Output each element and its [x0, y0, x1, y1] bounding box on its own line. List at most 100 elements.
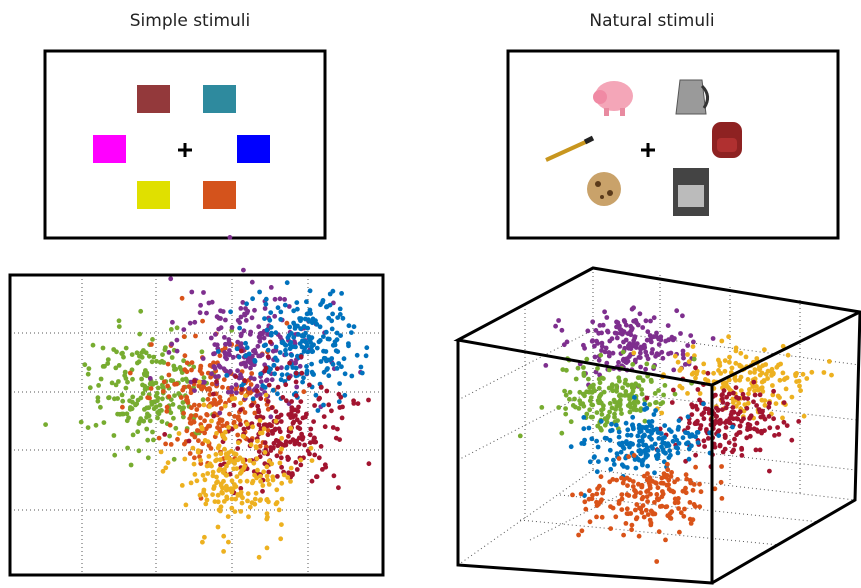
scatter-dot — [632, 395, 637, 400]
scatter-dot — [637, 311, 643, 317]
scatter-dot — [296, 435, 302, 441]
scatter-dot — [151, 406, 157, 412]
scatter-dot — [599, 344, 605, 349]
scatter-dot — [741, 395, 747, 401]
scatter-dot — [701, 361, 707, 367]
scatter-dot — [168, 442, 174, 447]
scatter-dot — [750, 384, 756, 389]
scatter-dot — [169, 341, 175, 347]
scatter-dot — [660, 355, 666, 361]
scatter-dot — [301, 375, 306, 381]
scatter-dot — [238, 306, 244, 311]
scatter-dot — [723, 382, 729, 388]
scatter-dot — [659, 410, 665, 416]
scatter-dot — [335, 426, 340, 432]
scatter-dot — [587, 407, 593, 413]
scatter-dot — [595, 423, 601, 429]
scatter-dot — [644, 361, 650, 367]
scatter-dot — [738, 350, 744, 356]
scatter-dot — [245, 498, 250, 504]
scatter-dot — [120, 350, 125, 356]
scatter-dot — [675, 427, 681, 432]
scatter-dot — [286, 304, 292, 309]
scatter-dot — [570, 492, 575, 498]
scatter-dot — [620, 349, 626, 355]
scatter-dot — [732, 436, 737, 442]
scatter-dot — [662, 423, 668, 428]
scatter-dot — [168, 276, 174, 282]
scatter-dot — [278, 455, 284, 461]
scatter-dot — [721, 388, 727, 393]
scatter-dot — [207, 387, 213, 393]
scatter-dot — [693, 452, 698, 458]
scatter-dot — [617, 344, 623, 349]
scatter-dot — [266, 482, 272, 487]
scatter-dot — [355, 401, 361, 406]
scatter-dot — [280, 442, 285, 448]
scatter-dot — [238, 348, 244, 354]
scatter-dot — [200, 318, 206, 324]
scatter-dot — [801, 413, 807, 419]
scatter-dot — [639, 510, 645, 515]
scatter-dot — [279, 480, 285, 486]
scatter-dot — [220, 384, 225, 390]
scatter-dot — [274, 414, 280, 420]
scatter-dot — [642, 401, 647, 407]
scatter-dot — [587, 488, 592, 494]
scatter-dot — [722, 432, 728, 438]
scatter-dot — [264, 377, 270, 383]
scatter-dot — [177, 404, 182, 410]
scatter-dot — [323, 329, 329, 335]
scatter-dot — [648, 339, 654, 345]
scatter-dot — [783, 386, 789, 392]
scatter-dot — [656, 496, 662, 502]
scatter-dot — [329, 326, 335, 332]
scatter-dot — [608, 385, 614, 391]
scatter-dot — [229, 385, 235, 391]
scatter-dot — [213, 452, 219, 457]
scatter-dot — [665, 467, 671, 473]
scatter-dot — [572, 396, 577, 402]
scatter-dot — [587, 385, 593, 391]
scatter-dot — [249, 402, 255, 408]
scatter-dot — [164, 408, 170, 414]
scatter-dot — [603, 345, 609, 351]
scatter-dot — [248, 442, 254, 448]
scatter-dot — [224, 463, 229, 469]
scatter-dot — [193, 333, 198, 339]
scatter-dot — [685, 352, 690, 357]
scatter-dot — [648, 318, 653, 324]
scatter-dot — [180, 400, 186, 405]
scatter-dot — [829, 372, 834, 378]
scatter-dot — [325, 336, 331, 342]
scatter-dot — [643, 349, 649, 355]
scatter-dot — [666, 337, 671, 343]
scatter-dot — [200, 397, 206, 403]
scatter-dot — [680, 435, 686, 441]
scatter-dot — [711, 370, 716, 376]
scatter-dot — [232, 509, 238, 514]
scatter-dot — [308, 440, 313, 445]
scatter-dot — [351, 324, 357, 330]
scatter-dot — [149, 401, 155, 407]
scatter-dot — [645, 471, 650, 476]
scatter-dot — [726, 334, 731, 340]
scatter-dot — [252, 472, 257, 478]
scatter-dot — [233, 496, 239, 502]
scatter-dot — [699, 412, 705, 417]
scatter-dot — [715, 408, 721, 413]
scatter-dot — [109, 380, 115, 386]
scatter-dot — [260, 415, 266, 420]
scatter-dot — [746, 391, 751, 397]
scatter-dot — [218, 406, 224, 411]
scatter-dot — [612, 330, 618, 336]
scatter-dot — [601, 376, 606, 381]
scatter-dot — [539, 405, 545, 410]
scatter-dot — [175, 436, 180, 442]
scatter-dot — [168, 327, 174, 332]
scatter-dot — [255, 343, 261, 349]
scatter-dot — [752, 392, 758, 398]
scatter-dot — [95, 395, 101, 401]
scatter-dot — [262, 368, 268, 374]
scatter-dot — [282, 297, 287, 302]
